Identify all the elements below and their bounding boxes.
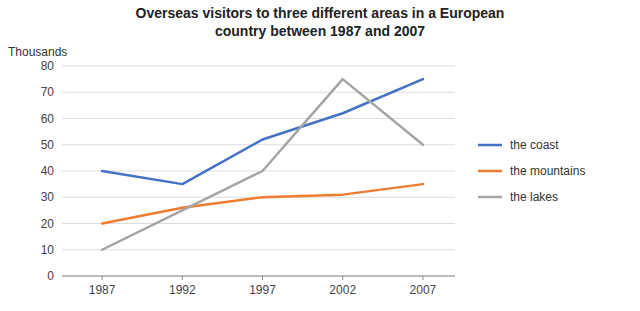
y-axis-label: Thousands: [8, 45, 67, 59]
series-line: [102, 79, 423, 184]
y-tick-label: 10: [41, 243, 55, 257]
y-tick-label: 50: [41, 138, 55, 152]
grid-line: [62, 171, 455, 172]
legend-swatch: [478, 170, 502, 173]
legend-label: the lakes: [510, 190, 558, 204]
y-tick-label: 0: [47, 269, 54, 283]
grid-line: [62, 118, 455, 119]
series-line: [102, 79, 423, 250]
x-tick-label: 2002: [329, 283, 356, 297]
title: Overseas visitors to three different are…: [136, 5, 505, 21]
page: {"chart_data": {"type": "line", "title":…: [0, 0, 640, 311]
x-tick: [422, 276, 423, 280]
y-tick-label: 40: [41, 164, 55, 178]
legend-label: the coast: [510, 138, 559, 152]
x-tick-label: 1997: [249, 283, 276, 297]
x-tick-label: 1992: [169, 283, 196, 297]
legend-swatch: [478, 144, 502, 147]
grid-line: [62, 144, 455, 145]
y-tick-label: 20: [41, 217, 55, 231]
y-tick-label: 60: [41, 112, 55, 126]
legend-swatch: [478, 196, 502, 199]
x-tick: [102, 276, 103, 280]
grid-line: [62, 223, 455, 224]
x-tick: [262, 276, 263, 280]
x-tick-label: 2007: [410, 283, 437, 297]
x-tick: [182, 276, 183, 280]
grid-line: [62, 66, 455, 67]
series-line: [102, 184, 423, 223]
chart: Overseas visitors to three different are…: [0, 0, 640, 311]
y-tick-label: 70: [41, 85, 55, 99]
y-tick-label: 80: [41, 59, 55, 73]
series-lines: [102, 79, 423, 250]
grid-line: [62, 249, 455, 250]
grid: [62, 66, 455, 276]
legend-label: the mountains: [510, 164, 585, 178]
legend: the coast the mountains the lakes: [478, 138, 585, 204]
x-tick: [342, 276, 343, 280]
grid-line: [62, 276, 455, 277]
y-tick-label: 30: [41, 190, 55, 204]
x-tick-label: 1987: [89, 283, 116, 297]
x-axis-line: [62, 276, 455, 277]
title: country between 1987 and 2007: [215, 23, 425, 39]
